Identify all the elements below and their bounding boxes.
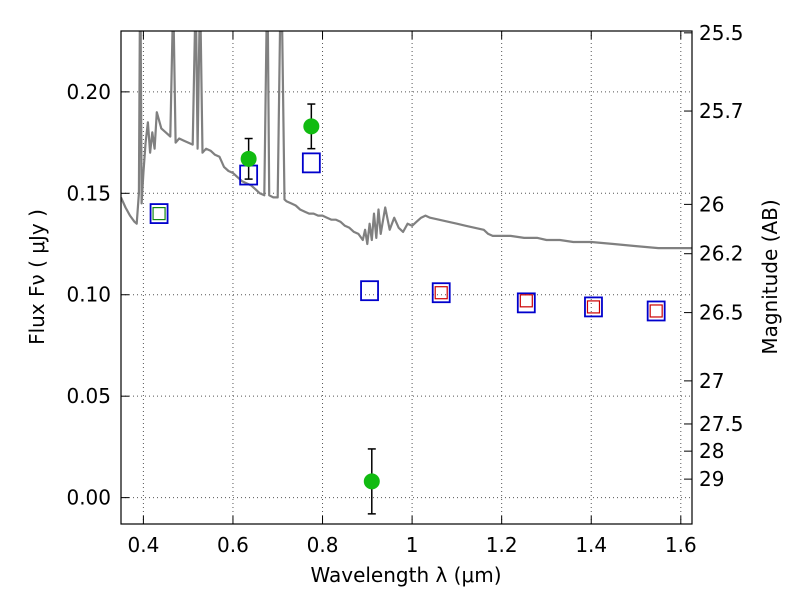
model-square-red (519, 294, 533, 308)
y-axis-title: Flux Fν ( μJy ) (25, 209, 49, 345)
y2-tick-label: 29 (699, 467, 724, 491)
model-square-blue (516, 292, 536, 314)
y-tick-label: 0.10 (66, 283, 111, 307)
x-tick-label: 1 (406, 533, 419, 557)
spectrum-layer (121, 31, 692, 250)
marker-layer (149, 103, 666, 515)
y-tick-label: 0.15 (66, 181, 111, 205)
spectrum-line (121, 31, 692, 250)
model-square-green (152, 206, 166, 221)
plot-frame (120, 30, 693, 525)
model-square-blue (149, 203, 169, 224)
y-tick-label: 0.00 (66, 486, 111, 510)
observed-point (363, 473, 380, 490)
x-tick-label: 0.8 (307, 533, 339, 557)
model-square-blue (301, 152, 321, 174)
y2-tick-label: 25.7 (699, 99, 744, 123)
model-square-red (586, 300, 601, 314)
y2-tick-label: 28 (699, 439, 724, 463)
model-square-blue (431, 282, 451, 304)
y-tick-label: 0.20 (66, 80, 111, 104)
x-tick-label: 1.2 (486, 533, 518, 557)
y2-tick-label: 27.5 (699, 412, 744, 436)
y2-tick-label: 26 (699, 192, 724, 216)
model-square-blue (584, 296, 603, 318)
y-tick-label: 0.05 (66, 384, 111, 408)
y2-tick-label: 25.5 (699, 21, 744, 45)
model-square-red (434, 286, 448, 300)
x-tick-label: 1.4 (575, 533, 607, 557)
model-square-blue (360, 280, 379, 302)
x-tick-label: 0.6 (217, 533, 249, 557)
ticks: 0.4 0.6 0.8 1 1.2 1.4 1.6 0.00 0.05 0.10 0.15 0.20 2… (66, 21, 743, 557)
observed-point (240, 150, 257, 167)
y2-axis-title: Magnitude (AB) (758, 199, 782, 354)
y2-tick-label: 26.2 (699, 242, 744, 266)
x-axis-title: Wavelength λ (μm) (310, 563, 501, 587)
y2-tick-label: 27 (699, 369, 724, 393)
y2-tick-label: 26.5 (699, 301, 744, 325)
x-tick-label: 0.4 (127, 533, 159, 557)
model-square-blue (646, 300, 666, 322)
model-square-red (649, 304, 663, 318)
x-tick-label: 1.6 (665, 533, 697, 557)
observed-point (303, 118, 320, 135)
